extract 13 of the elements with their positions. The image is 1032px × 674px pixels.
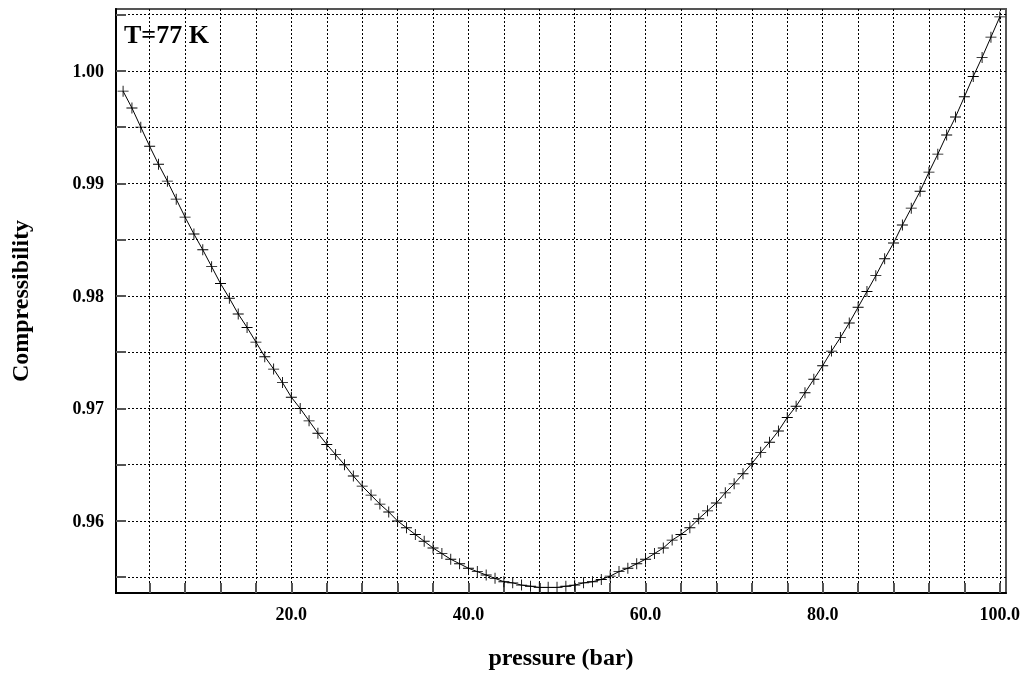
x-tick-label: 100.0 xyxy=(979,604,1021,624)
y-tick-label: 0.97 xyxy=(72,398,104,419)
y-tick-label: 0.99 xyxy=(72,173,104,194)
x-tick-label: 80.0 xyxy=(806,604,839,624)
y-tick-label: 0.96 xyxy=(72,510,104,531)
x-tick-label: 40.0 xyxy=(452,604,485,624)
x-axis-title: pressure (bar) xyxy=(488,644,634,670)
y-axis-title: Compressibility xyxy=(7,219,33,383)
x-tick-label: 60.0 xyxy=(629,604,662,624)
x-tick-label: 20.0 xyxy=(275,604,308,624)
y-tick-label: 1.00 xyxy=(72,60,104,81)
annotation: T=77 K xyxy=(124,19,210,49)
y-tick-label: 0.98 xyxy=(72,285,104,306)
